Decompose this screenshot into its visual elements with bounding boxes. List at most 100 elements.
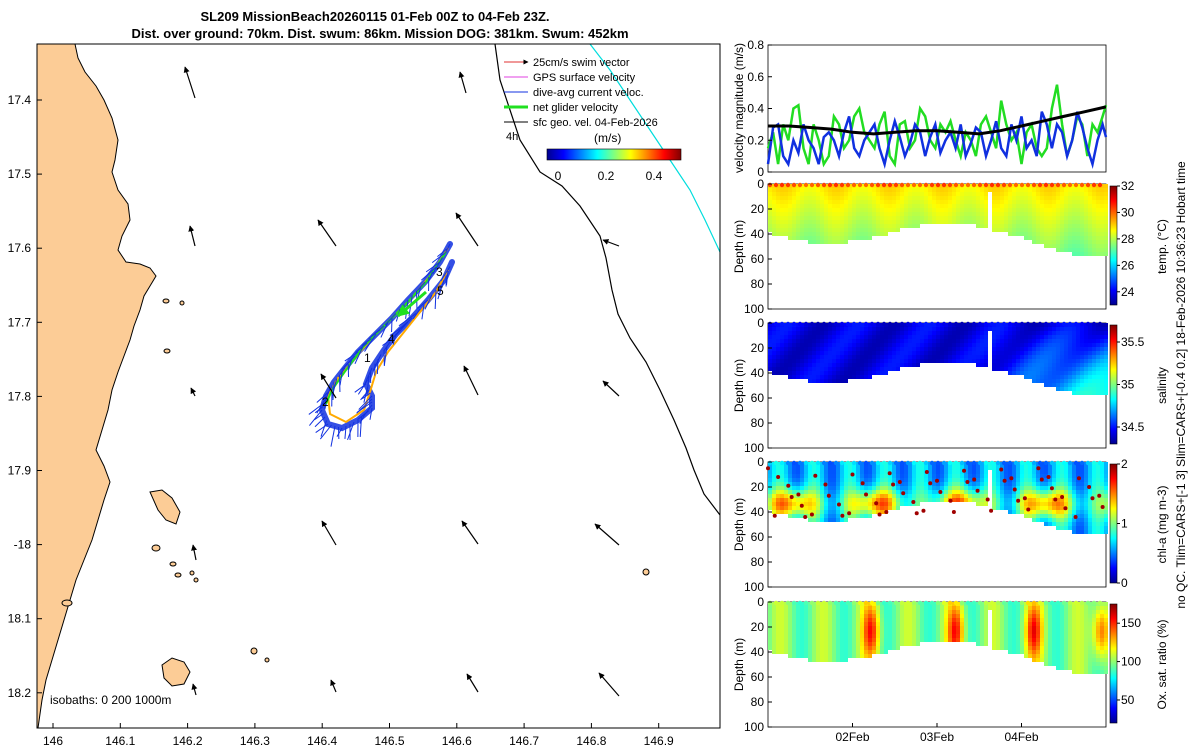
section-cell: [860, 602, 864, 606]
section-cell: [820, 646, 824, 650]
section-cell: [908, 188, 912, 192]
section-cell: [880, 212, 884, 216]
section-cell: [816, 618, 820, 622]
section-cell: [872, 486, 876, 490]
section-cell: [988, 188, 992, 192]
section-cell: [832, 606, 836, 610]
section-cell: [956, 618, 960, 622]
section-cell: [852, 478, 856, 482]
section-cell: [904, 482, 908, 486]
section-cell: [768, 196, 772, 200]
section-cell: [1036, 232, 1040, 236]
section-cell: [844, 228, 848, 232]
section-cell: [952, 192, 956, 196]
section-cell: [1024, 602, 1028, 606]
section-cell: [1032, 654, 1036, 658]
section-cell: [1084, 327, 1088, 331]
section-cell: [840, 359, 844, 363]
section-cell: [856, 510, 860, 514]
section-cell: [932, 192, 936, 196]
section-cell: [1068, 642, 1072, 646]
section-cell: [992, 478, 996, 482]
section-cell: [972, 216, 976, 220]
section-cell: [768, 614, 772, 618]
section-cell: [1036, 216, 1040, 220]
section-cell: [1060, 646, 1064, 650]
section-cell: [952, 212, 956, 216]
section-cell: [1052, 466, 1056, 470]
section-cell: [888, 482, 892, 486]
section-cell: [1068, 244, 1072, 248]
section-cell: [896, 363, 900, 367]
section-cell: [912, 502, 916, 506]
section-cell: [868, 363, 872, 367]
section-cell: [788, 610, 792, 614]
section-cell: [824, 204, 828, 208]
section-cell: [780, 466, 784, 470]
section-cell: [816, 331, 820, 335]
section-cell: [768, 626, 772, 630]
section-cell: [1048, 518, 1052, 522]
section-cell: [840, 606, 844, 610]
section-cell: [788, 510, 792, 514]
section-cell: [932, 335, 936, 339]
section-cell: [836, 232, 840, 236]
section-cell: [828, 654, 832, 658]
section-surface-dot: [947, 460, 953, 466]
section-cell: [884, 642, 888, 646]
section-cell: [820, 355, 824, 359]
map-y-tick-label: 17.5: [8, 167, 32, 181]
section-cell: [856, 482, 860, 486]
section-cell: [1060, 658, 1064, 662]
section-cell: [1084, 670, 1088, 674]
section-cell: [1004, 606, 1008, 610]
map-frame: [36, 43, 721, 729]
section-cell: [952, 466, 956, 470]
section-cell: [796, 610, 800, 614]
section-cell: [800, 371, 804, 375]
section-cell: [984, 626, 988, 630]
current-vector: [320, 420, 327, 437]
section-cell: [1056, 371, 1060, 375]
section-cell: [1068, 618, 1072, 622]
section-surface-dot: [857, 321, 863, 327]
section-cell: [1060, 216, 1064, 220]
section-cell: [792, 343, 796, 347]
section-cell: [1044, 383, 1048, 387]
section-cell: [1052, 355, 1056, 359]
section-cell: [1044, 622, 1048, 626]
section-cell: [804, 482, 808, 486]
section-cell: [992, 359, 996, 363]
section-cell: [920, 188, 924, 192]
section-cell: [912, 466, 916, 470]
section-cell: [1052, 347, 1056, 351]
section-cell: [1096, 347, 1100, 351]
section-surface-dot: [1049, 321, 1055, 327]
section-cell: [888, 327, 892, 331]
section-cell: [1044, 658, 1048, 662]
section-cell: [1072, 244, 1076, 248]
section-cell: [1076, 188, 1080, 192]
section-cell: [1104, 236, 1108, 240]
section-cell: [1068, 379, 1072, 383]
section-cell: [852, 498, 856, 502]
section-cell: [972, 474, 976, 478]
section-cell: [952, 196, 956, 200]
section-cell: [948, 606, 952, 610]
section-cell: [1100, 351, 1104, 355]
section-cell: [868, 375, 872, 379]
section-cell: [1068, 626, 1072, 630]
section-cell: [968, 498, 972, 502]
section-cell: [848, 478, 852, 482]
section-cell: [932, 618, 936, 622]
section-cell: [808, 343, 812, 347]
section-cell: [880, 355, 884, 359]
section-cell: [1052, 646, 1056, 650]
section-surface-dot: [959, 182, 965, 188]
section-cell: [952, 335, 956, 339]
section-cell: [968, 494, 972, 498]
section-cell: [872, 192, 876, 196]
section-cell: [812, 343, 816, 347]
section-cell: [844, 618, 848, 622]
section-y-tick-label: 40: [751, 227, 765, 241]
